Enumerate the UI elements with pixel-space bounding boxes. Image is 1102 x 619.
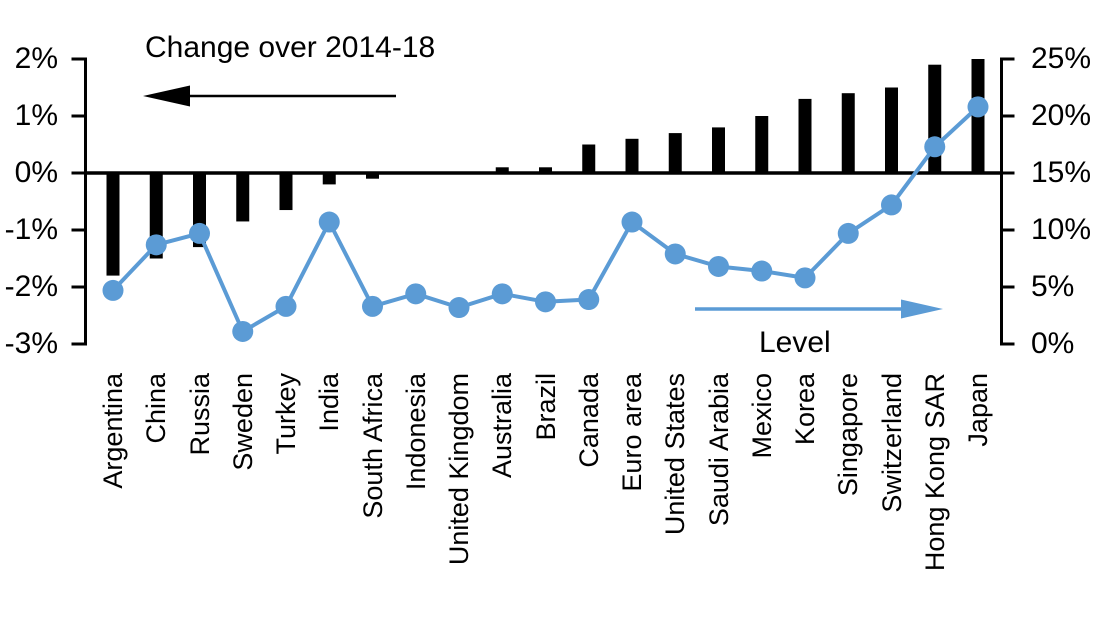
right-axis-tick-label-15-: 15% <box>1031 156 1092 189</box>
x-axis-label-japan: Japan <box>963 373 993 447</box>
bar-south-africa <box>366 173 379 179</box>
level-marker-japan <box>967 96 989 118</box>
change-annotation-label: Change over 2014-18 <box>145 31 436 64</box>
bar-brazil <box>539 167 552 173</box>
left-axis-tick-label--3-: -3% <box>4 327 58 360</box>
bar-canada <box>582 144 596 173</box>
level-marker-switzerland <box>881 194 902 216</box>
x-axis-label-united-states: United States <box>660 373 691 536</box>
bar-switzerland <box>885 87 898 173</box>
level-marker-argentina <box>102 279 124 301</box>
x-axis-label-india: India <box>314 373 345 432</box>
x-axis-label-south-africa: South Africa <box>357 373 388 519</box>
x-axis-label-brazil: Brazil <box>530 373 561 441</box>
x-axis-label-singapore: Singapore <box>833 373 864 497</box>
x-axis-label-canada: Canada <box>573 373 604 468</box>
level-marker-united-states <box>664 243 686 265</box>
level-arrow-right-icon <box>695 299 943 319</box>
x-axis-label-hong-kong-sar: Hong Kong SAR <box>919 373 950 572</box>
level-marker-brazil <box>535 291 556 313</box>
bar-sweden <box>236 173 250 222</box>
level-marker-turkey <box>275 295 297 317</box>
x-axis-label-china: China <box>141 373 172 444</box>
x-axis-label-russia: Russia <box>184 373 215 456</box>
x-axis-label-switzerland: Switzerland <box>876 373 907 513</box>
x-axis-label-turkey: Turkey <box>271 373 301 455</box>
bar-korea <box>798 98 812 173</box>
level-annotation-label: Level <box>759 326 831 359</box>
left-axis-tick-label--1-: -1% <box>4 213 58 246</box>
bar-saudi-arabia <box>712 127 725 173</box>
level-marker-canada <box>578 289 600 311</box>
right-axis-tick-label-0-: 0% <box>1031 327 1075 360</box>
bar-turkey <box>279 173 293 211</box>
bar-argentina <box>106 173 120 276</box>
level-marker-india <box>318 211 340 233</box>
right-axis-tick-label-20-: 20% <box>1031 99 1092 132</box>
x-axis-label-australia: Australia <box>487 373 518 479</box>
level-marker-sweden <box>232 320 254 342</box>
line-group <box>102 96 989 342</box>
x-axis-label-united-kingdom: United Kingdom <box>444 373 474 566</box>
level-marker-mexico <box>751 260 773 282</box>
level-marker-saudi-arabia <box>708 255 729 277</box>
left-axis-tick-label-0-: 0% <box>14 156 58 189</box>
level-marker-singapore <box>837 222 859 244</box>
bar-singapore <box>841 93 855 173</box>
level-marker-hong-kong-sar <box>924 136 946 158</box>
x-axis-label-korea: Korea <box>790 373 820 446</box>
level-marker-korea <box>794 267 816 289</box>
level-marker-united-kingdom <box>448 297 470 319</box>
right-axis-tick-label-25-: 25% <box>1031 42 1092 75</box>
bar-australia <box>495 167 509 173</box>
level-marker-euro-area <box>621 211 643 233</box>
x-axis-label-argentina: Argentina <box>98 373 128 489</box>
bar-mexico <box>755 116 769 173</box>
left-axis-tick-label--2-: -2% <box>4 270 58 303</box>
left-axis-tick-label-1-: 1% <box>14 99 58 132</box>
bar-india <box>322 173 336 185</box>
level-marker-china <box>145 234 167 256</box>
x-axis-label-sweden: Sweden <box>227 373 258 471</box>
x-axis-label-mexico: Mexico <box>746 373 777 459</box>
bar-united-states <box>668 133 682 173</box>
left-axis-tick-label-2-: 2% <box>14 42 58 75</box>
bar-euro-area <box>625 138 639 173</box>
x-axis-label-saudi-arabia: Saudi Arabia <box>703 373 734 527</box>
level-marker-australia <box>491 283 513 305</box>
right-axis-tick-label-5-: 5% <box>1031 270 1075 303</box>
level-marker-russia <box>189 222 210 244</box>
level-marker-south-africa <box>362 295 383 317</box>
bars-group <box>106 59 985 276</box>
right-axis-tick-label-10-: 10% <box>1031 213 1092 246</box>
change-arrow-left-icon <box>143 85 396 107</box>
x-axis-label-euro-area: Euro area <box>617 373 647 492</box>
level-marker-indonesia <box>405 283 427 305</box>
x-axis-label-indonesia: Indonesia <box>400 373 431 491</box>
